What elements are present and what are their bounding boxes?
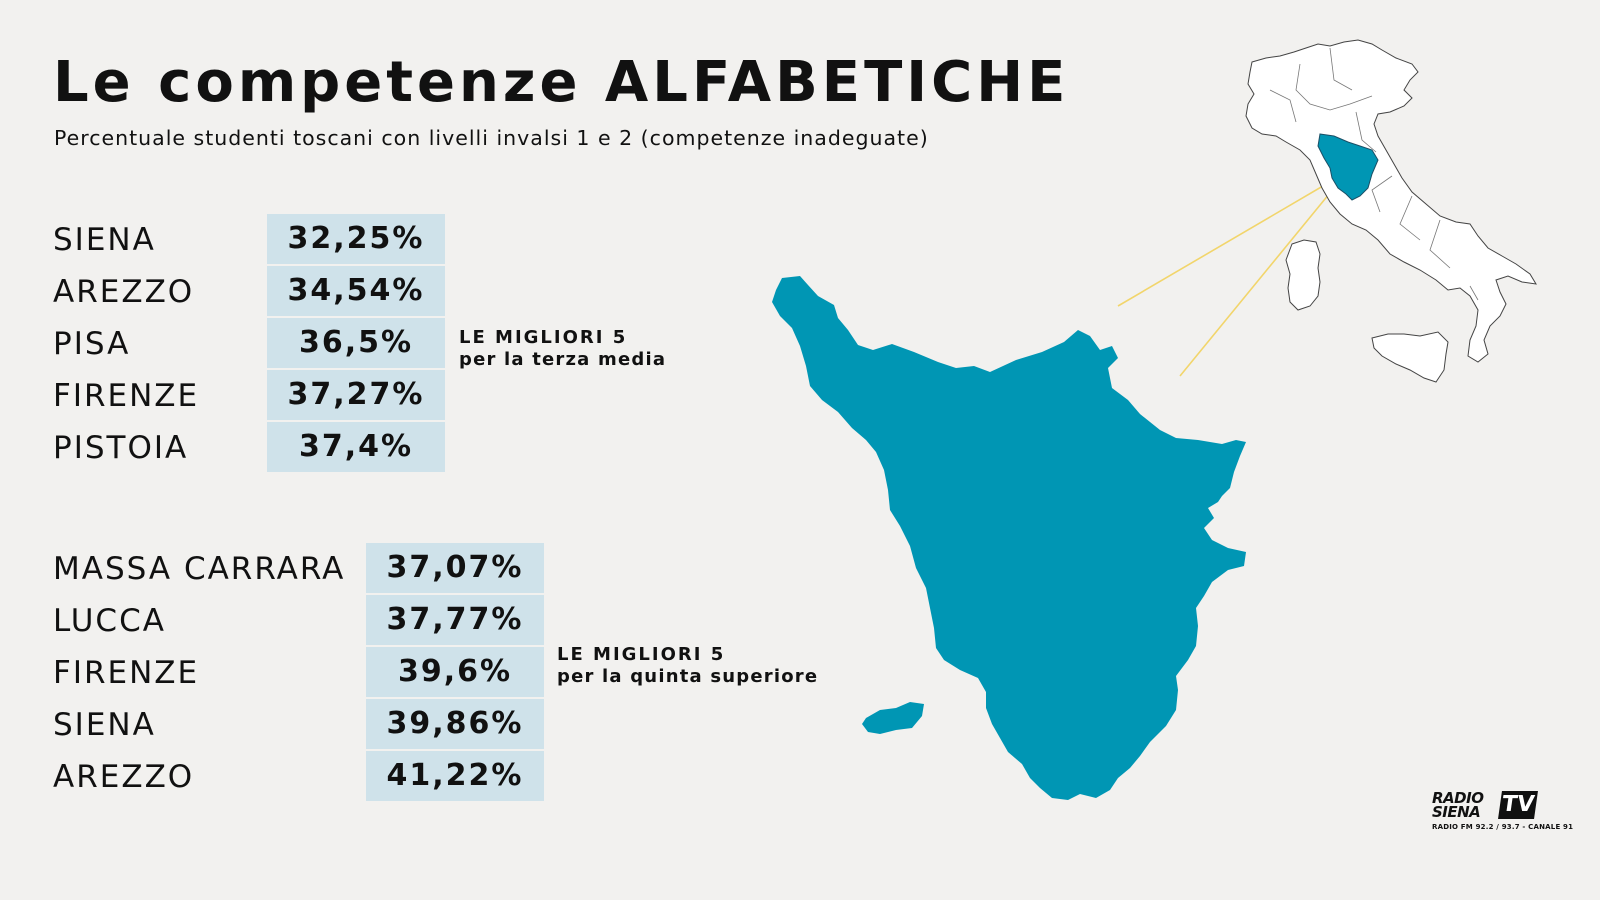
logo-line2: SIENA [1432,803,1481,821]
note-terza-media: LE MIGLIORI 5 per la terza media [459,327,666,371]
province-label: SIENA [53,222,156,258]
province-label: MASSA CARRARA [53,551,346,587]
value-cell: 32,25% [267,214,445,264]
connector-line [1117,175,1341,307]
value-cell: 36,5% [267,318,445,368]
region-borders [1269,47,1479,301]
tuscany-map [772,276,1246,800]
province-label: PISTOIA [53,430,189,466]
value-cell: 37,27% [267,370,445,420]
value-cell: 37,4% [267,422,445,472]
logo-line1: RADIO [1432,789,1484,807]
note-caption: per la terza media [459,349,667,370]
italy-mainland [1245,39,1537,363]
sicily [1371,331,1449,383]
value-cell: 37,77% [366,595,544,645]
page-subtitle: Percentuale studenti toscani con livelli… [54,126,929,150]
province-label: FIRENZE [53,655,200,691]
value-cell: 39,6% [366,647,544,697]
note-caption: per la quinta superiore [557,666,819,687]
elba-island [862,702,924,734]
province-label: PISA [53,326,131,362]
page-title: Le competenze ALFABETICHE [53,50,1070,115]
logo-tv-badge: TV [1498,791,1538,819]
province-label: FIRENZE [53,378,200,414]
sardinia [1285,239,1321,311]
tuscany-highlight [1317,133,1379,201]
logo-wordmark: RADIO SIENA [1432,789,1502,821]
province-label: LUCCA [53,603,166,639]
connector-line [1179,187,1335,377]
logo-tagline: RADIO FM 92.2 / 93.7 - CANALE 91 [1432,823,1574,831]
note-heading: LE MIGLIORI 5 [557,644,726,665]
province-label: AREZZO [53,274,195,310]
note-heading: LE MIGLIORI 5 [459,327,628,348]
value-cell: 41,22% [366,751,544,801]
value-cell: 34,54% [267,266,445,316]
italy-map [1245,39,1537,383]
province-label: AREZZO [53,759,195,795]
province-label: SIENA [53,707,156,743]
value-cell: 39,86% [366,699,544,749]
value-cell: 37,07% [366,543,544,593]
radio-siena-tv-logo: RADIO SIENA TV RADIO FM 92.2 / 93.7 - CA… [1432,789,1573,833]
note-quinta-superiore: LE MIGLIORI 5 per la quinta superiore [557,644,818,688]
